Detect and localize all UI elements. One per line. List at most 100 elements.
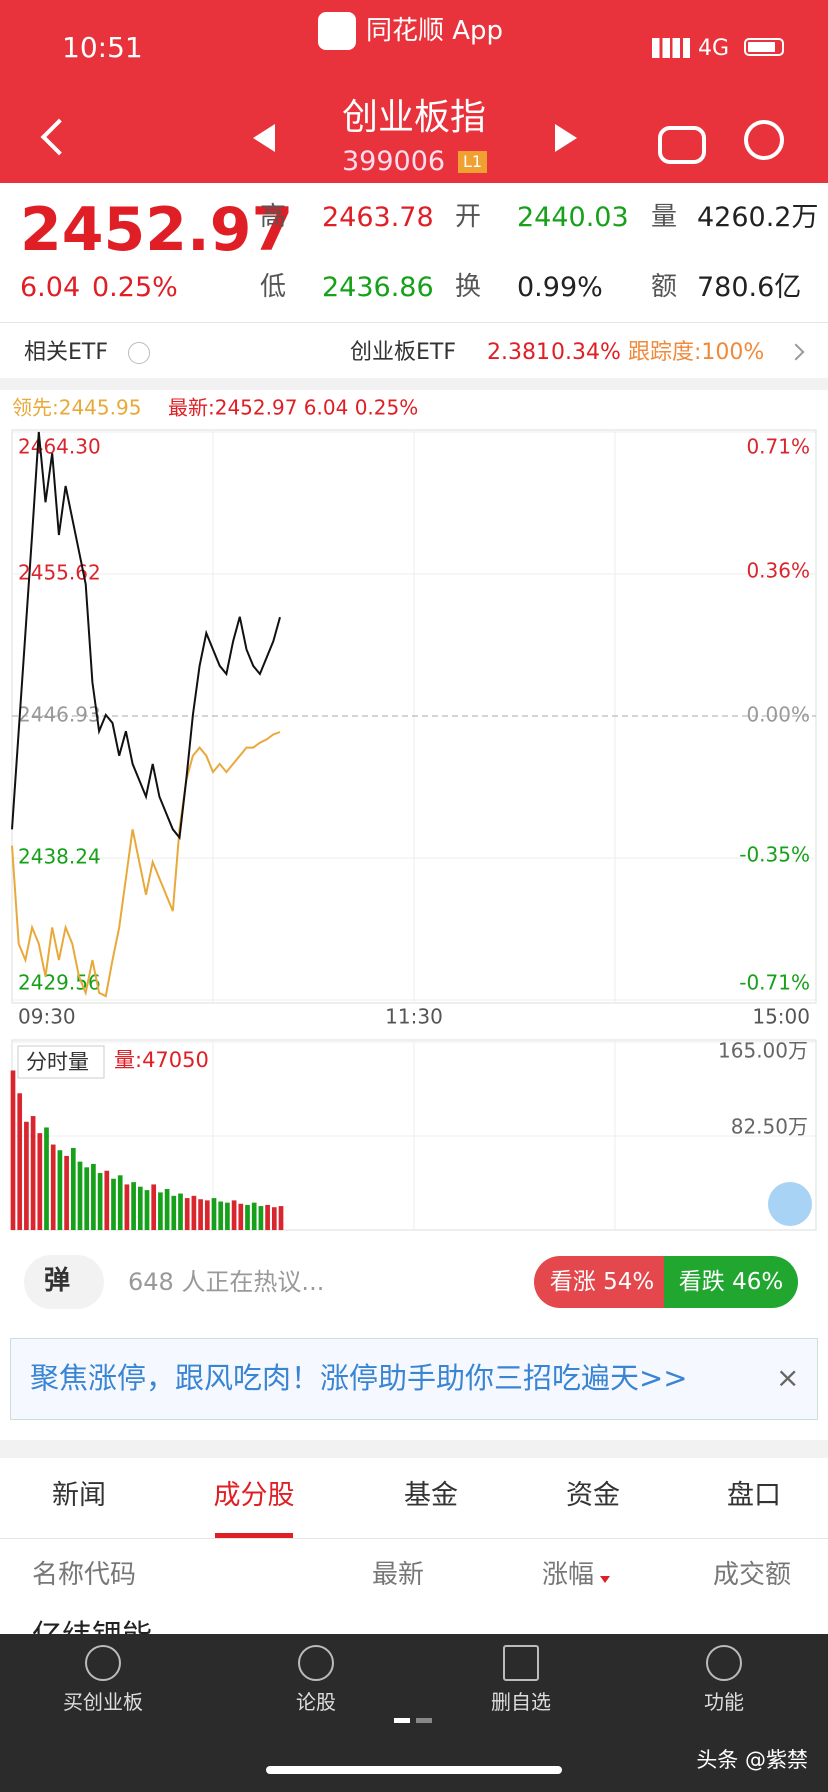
change: 6.04 — [20, 272, 81, 303]
etf-label: 相关ETF — [24, 340, 108, 365]
nav-icon[interactable] — [706, 1645, 742, 1681]
y2-tick-label: -0.35% — [739, 843, 810, 867]
y2-tick-label: -0.71% — [739, 971, 810, 995]
legend-box — [17, 1045, 105, 1079]
tab-underline — [215, 1533, 293, 1538]
bar — [211, 1198, 217, 1230]
chart: 领先:2445.95 最新:2452.97 6.04 0.25%2429.5624… — [10, 396, 817, 1231]
legend-item: 领先:2445.95 — [12, 396, 141, 420]
y-tick-label: 2438.24 — [18, 845, 101, 869]
stat-label: 低 — [260, 272, 287, 302]
top-bar — [0, 0, 828, 183]
bar — [77, 1161, 83, 1230]
title: 创业板指 — [341, 97, 486, 138]
danmu-label: 弹 — [44, 1266, 71, 1296]
nav-label[interactable]: 删自选 — [491, 1690, 551, 1714]
etf-name: 创业板ETF — [350, 340, 456, 365]
banner-close[interactable]: × — [776, 1361, 800, 1394]
bar — [30, 1116, 36, 1230]
tab[interactable]: 盘口 — [727, 1480, 781, 1511]
bar — [64, 1155, 69, 1230]
bar — [104, 1170, 110, 1230]
bar — [158, 1192, 163, 1230]
bar — [57, 1150, 63, 1230]
danmu-button[interactable] — [24, 1255, 104, 1309]
bar — [131, 1182, 136, 1230]
app-name: 同花顺 App — [366, 16, 504, 46]
expand-button — [768, 1182, 812, 1226]
bar — [117, 1175, 123, 1230]
prev-button[interactable] — [253, 124, 275, 152]
bar — [17, 1093, 23, 1230]
y-tick-label: 2446.93 — [18, 703, 101, 727]
stat-value: 4260.2万 — [697, 202, 819, 233]
signal — [652, 38, 690, 58]
bar — [265, 1204, 270, 1230]
stat-label: 高 — [260, 202, 287, 232]
tab[interactable]: 新闻 — [52, 1480, 106, 1511]
nav-label[interactable]: 论股 — [296, 1690, 336, 1714]
stat-value: 2436.86 — [322, 272, 434, 303]
bear-button[interactable]: 看跌 46% — [664, 1256, 798, 1308]
current-volume: 量:47050 — [114, 1048, 209, 1072]
column-header: 涨幅 — [541, 1560, 594, 1590]
column-header: 成交额 — [712, 1560, 791, 1590]
x-tick-label: 15:00 — [752, 1005, 810, 1029]
tab[interactable]: 资金 — [566, 1480, 620, 1511]
home-indicator — [266, 1766, 562, 1774]
bar — [171, 1195, 177, 1230]
series-line — [11, 431, 281, 840]
series-line — [11, 731, 281, 998]
bar — [278, 1206, 284, 1230]
help-icon[interactable] — [128, 342, 150, 364]
bar — [144, 1190, 150, 1230]
y-tick-label: 2464.30 — [18, 435, 101, 459]
search-button[interactable] — [744, 120, 784, 160]
bar — [124, 1184, 130, 1230]
bar — [258, 1206, 264, 1230]
sort-icon — [600, 1576, 610, 1583]
robot-button[interactable] — [658, 126, 706, 164]
bull-button[interactable]: 看涨 54% — [534, 1256, 670, 1308]
nav-label[interactable]: 功能 — [704, 1690, 744, 1714]
divider — [0, 1538, 828, 1539]
bar — [24, 1121, 29, 1230]
next-button[interactable] — [555, 124, 577, 152]
stat-value: 780.6亿 — [697, 272, 802, 303]
bar — [218, 1201, 224, 1230]
bar — [91, 1163, 96, 1230]
page-dot — [416, 1718, 432, 1723]
gap — [0, 378, 828, 390]
time: 10:51 — [62, 31, 143, 64]
bar — [111, 1178, 116, 1230]
x-tick-label: 11:30 — [385, 1005, 443, 1029]
bar — [191, 1195, 197, 1230]
bottom-nav — [0, 1634, 828, 1792]
tab[interactable]: 成分股 — [213, 1480, 295, 1511]
discussing: 648 人正在热议... — [128, 1268, 325, 1296]
bar — [10, 1070, 16, 1230]
banner[interactable] — [10, 1338, 818, 1420]
nav-icon[interactable] — [298, 1645, 334, 1681]
chart-title: 分时量 — [26, 1050, 89, 1074]
bar — [50, 1144, 56, 1230]
stat-label: 开 — [455, 202, 482, 232]
bar — [97, 1173, 103, 1230]
bar — [245, 1204, 250, 1230]
bar — [271, 1207, 277, 1230]
bar — [151, 1184, 157, 1230]
gap — [0, 1440, 828, 1458]
nav-label[interactable]: 买创业板 — [63, 1690, 143, 1714]
nav-icon[interactable] — [503, 1645, 539, 1681]
bar — [164, 1188, 170, 1230]
bar — [137, 1186, 143, 1230]
price: 2452.97 — [20, 195, 294, 265]
change-pct: 0.25% — [92, 272, 178, 303]
bar — [44, 1127, 49, 1230]
etf-tracking: 跟踪度:100% — [628, 340, 765, 365]
nav-icon[interactable] — [85, 1645, 121, 1681]
column-header: 最新 — [371, 1560, 424, 1590]
bar — [231, 1200, 237, 1230]
tab[interactable]: 基金 — [404, 1480, 458, 1511]
